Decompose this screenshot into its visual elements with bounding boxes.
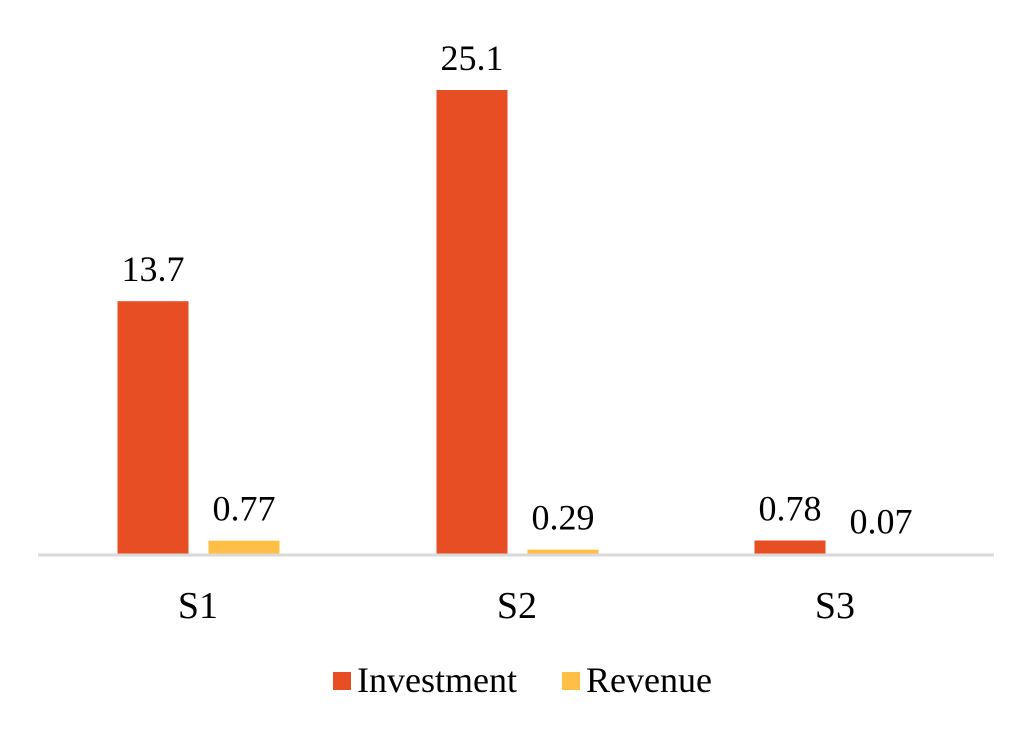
legend-label-investment: Investment (357, 660, 517, 700)
category-label-s3: S3 (815, 585, 855, 627)
value-label-revenue-s2: 0.29 (532, 498, 595, 538)
legend: Investment Revenue (333, 660, 712, 700)
bar-investment-s2 (436, 90, 508, 555)
bar-revenue-s2 (527, 549, 599, 555)
bar-investment-s1 (117, 301, 189, 555)
value-label-investment-s1: 13.7 (122, 249, 185, 289)
value-label-investment-s3: 0.78 (759, 489, 822, 529)
bar-revenue-s1 (208, 540, 280, 555)
value-labels-layer: 13.7 25.1 0.78 0.77 0.29 0.07 (122, 38, 913, 542)
value-label-revenue-s3: 0.07 (850, 502, 913, 542)
value-label-revenue-s1: 0.77 (213, 489, 276, 529)
bars-layer (117, 90, 917, 555)
category-labels-layer: S1 S2 S3 (178, 585, 855, 627)
legend-label-revenue: Revenue (586, 660, 712, 700)
legend-swatch-investment (333, 672, 351, 690)
category-label-s1: S1 (178, 585, 218, 627)
category-label-s2: S2 (497, 585, 537, 627)
value-label-investment-s2: 25.1 (441, 38, 504, 78)
bar-investment-s3 (754, 540, 826, 555)
legend-swatch-revenue (562, 672, 580, 690)
